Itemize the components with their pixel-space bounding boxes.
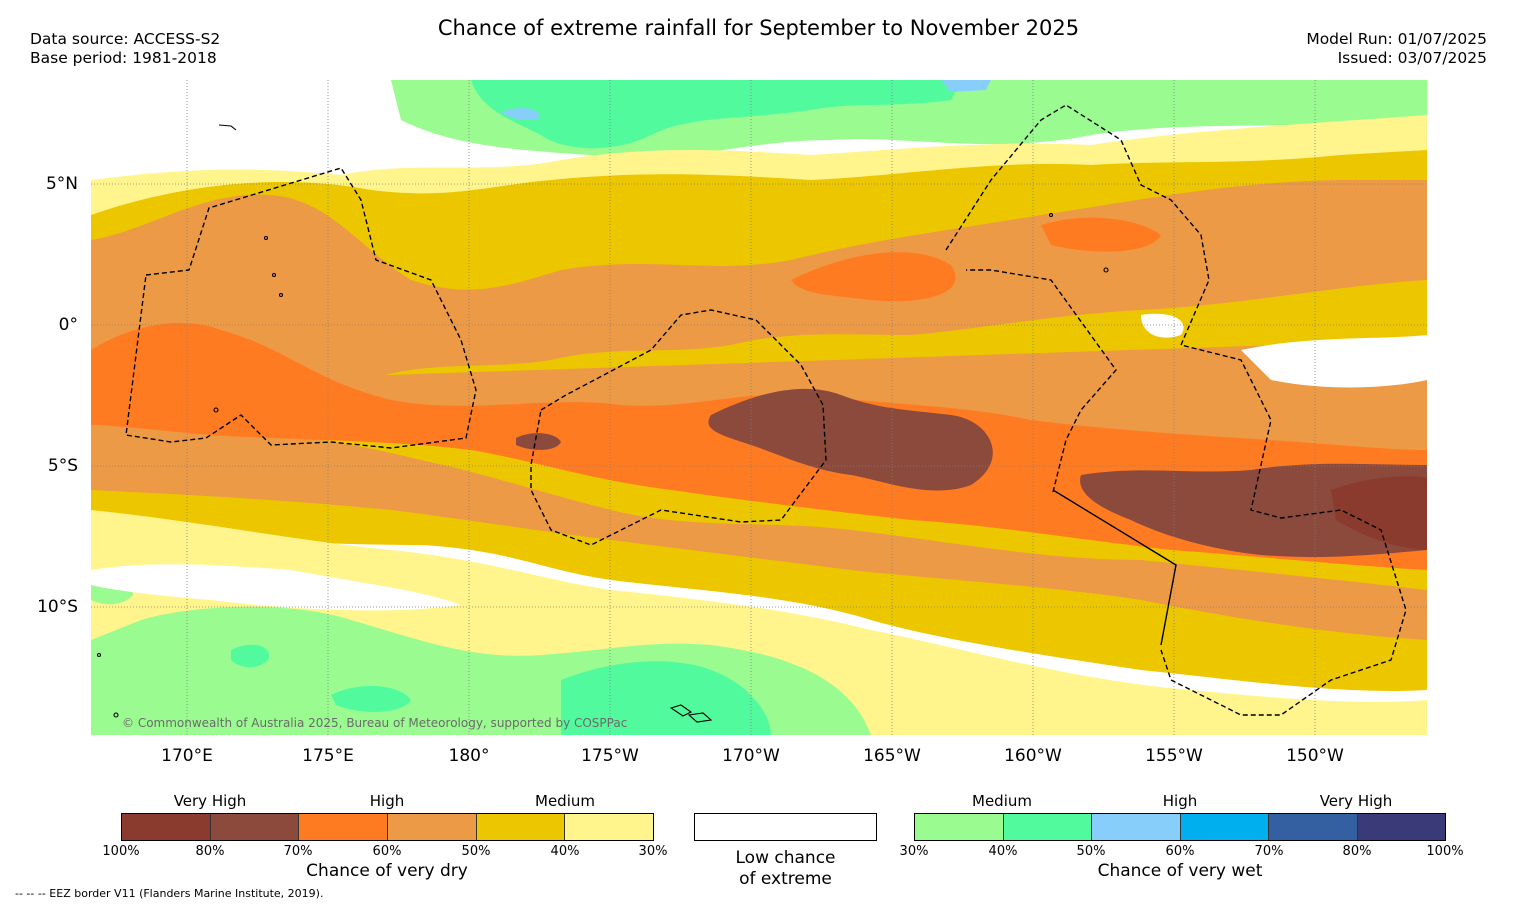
dry-swatch-5: [476, 814, 566, 840]
lat-label-0: 0°: [58, 315, 78, 335]
islands: [96, 124, 1109, 723]
graticule: [91, 80, 1427, 735]
lat-label-10s: 10°S: [37, 597, 78, 617]
rainfall-field: [91, 80, 1427, 735]
rainfall-map: [91, 80, 1427, 735]
wet-swatch-6: [1357, 814, 1445, 840]
wet-tick: 70%: [1254, 844, 1284, 859]
eez-borders: [125, 104, 1407, 716]
dry-tick: 70%: [283, 844, 313, 859]
wet-category-very-high: Very High: [1319, 792, 1393, 810]
dry-tick: 80%: [195, 844, 225, 859]
copyright-notice: © Commonwealth of Australia 2025, Bureau…: [122, 716, 628, 730]
dry-swatch-2: [210, 814, 300, 840]
dry-swatch-4: [388, 814, 477, 840]
eez-footnote: -- -- -- EEZ border V11 (Flanders Marine…: [15, 887, 324, 900]
wet-band-south-core: [561, 661, 771, 735]
wet-tick: 30%: [899, 844, 929, 859]
dry-category-medium: Medium: [535, 792, 595, 810]
lon-label-175w: 175°W: [581, 746, 639, 766]
wet-category-medium: Medium: [972, 792, 1032, 810]
maritime-boundary: [1052, 489, 1177, 646]
lon-label-155w: 155°W: [1145, 746, 1203, 766]
dry-tick: 60%: [372, 844, 402, 859]
wet-patch-north: [941, 80, 991, 92]
dry-swatch-6: [565, 814, 654, 840]
wet-tick: 40%: [988, 844, 1018, 859]
wet-tick: 60%: [1165, 844, 1195, 859]
data-source: Data source: ACCESS-S2: [30, 30, 221, 48]
neutral-swatch: [694, 813, 877, 841]
base-period: Base period: 1981-2018: [30, 49, 217, 67]
dry-colorbar: [121, 813, 654, 841]
lon-label-175e: 175°E: [302, 746, 354, 766]
lon-label-170e: 170°E: [161, 746, 213, 766]
dry-tick: 100%: [102, 844, 140, 859]
wet-swatch-2: [1003, 814, 1092, 840]
wet-tick: 50%: [1076, 844, 1106, 859]
lat-label-5n: 5°N: [45, 174, 78, 194]
lon-label-150w: 150°W: [1286, 746, 1344, 766]
dry-legend-caption: Chance of very dry: [306, 861, 468, 881]
wet-band-north-core: [471, 80, 961, 149]
wet-swatch-3: [1092, 814, 1181, 840]
issued-date: Issued: 03/07/2025: [1337, 49, 1487, 67]
dry-70-band-central: [708, 388, 993, 491]
lat-label-5s: 5°S: [47, 456, 78, 476]
wet-colorbar: [914, 813, 1446, 841]
dry-category-high: High: [369, 792, 405, 810]
dry-tick: 30%: [638, 844, 668, 859]
wet-swatch-5: [1269, 814, 1358, 840]
dry-swatch-1: [122, 814, 211, 840]
lon-label-180: 180°: [448, 746, 490, 766]
dry-swatch-3: [299, 814, 389, 840]
data-info: Data source: ACCESS-S2 Base period: 1981…: [30, 30, 220, 68]
wet-swatch-4: [1180, 814, 1269, 840]
run-info: Model Run: 01/07/2025 Issued: 03/07/2025: [1306, 30, 1487, 68]
dry-category-very-high: Very High: [173, 792, 247, 810]
wet-tick: 80%: [1342, 844, 1372, 859]
wet-category-high: High: [1162, 792, 1198, 810]
wet-tick: 100%: [1426, 844, 1464, 859]
dry-tick: 50%: [461, 844, 491, 859]
neutral-legend-caption: Low chance of extreme: [735, 848, 836, 889]
dry-tick: 40%: [550, 844, 580, 859]
wet-swatch-1: [915, 814, 1004, 840]
lon-label-165w: 165°W: [863, 746, 921, 766]
model-run: Model Run: 01/07/2025: [1306, 30, 1487, 48]
lon-label-170w: 170°W: [722, 746, 780, 766]
lon-label-160w: 160°W: [1004, 746, 1062, 766]
map-title: Chance of extreme rainfall for September…: [437, 16, 1080, 40]
wet-legend-caption: Chance of very wet: [1097, 861, 1263, 881]
